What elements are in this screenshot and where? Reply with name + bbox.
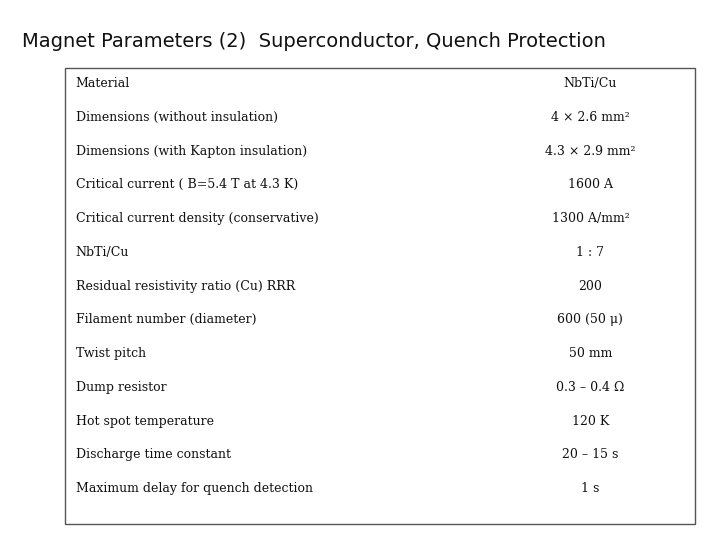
Text: 20 – 15 s: 20 – 15 s	[562, 448, 618, 462]
Text: 200: 200	[578, 280, 603, 293]
FancyBboxPatch shape	[65, 68, 695, 524]
Text: 4 × 2.6 mm²: 4 × 2.6 mm²	[551, 111, 630, 124]
Text: Hot spot temperature: Hot spot temperature	[76, 415, 214, 428]
Text: Dimensions (without insulation): Dimensions (without insulation)	[76, 111, 278, 124]
Text: Residual resistivity ratio (Cu) RRR: Residual resistivity ratio (Cu) RRR	[76, 280, 295, 293]
Text: Critical current ( B=5.4 T at 4.3 K): Critical current ( B=5.4 T at 4.3 K)	[76, 178, 298, 192]
Text: 50 mm: 50 mm	[569, 347, 612, 360]
Text: 1 : 7: 1 : 7	[577, 246, 604, 259]
Text: Magnet Parameters (2)  Superconductor, Quench Protection: Magnet Parameters (2) Superconductor, Qu…	[22, 32, 606, 51]
Text: 1300 A/mm²: 1300 A/mm²	[552, 212, 629, 225]
Text: 4.3 × 2.9 mm²: 4.3 × 2.9 mm²	[545, 145, 636, 158]
Text: 120 K: 120 K	[572, 415, 609, 428]
Text: Twist pitch: Twist pitch	[76, 347, 145, 360]
Text: NbTi/Cu: NbTi/Cu	[564, 77, 617, 90]
Text: 600 (50 μ): 600 (50 μ)	[557, 313, 624, 327]
Text: Filament number (diameter): Filament number (diameter)	[76, 313, 256, 327]
Text: Maximum delay for quench detection: Maximum delay for quench detection	[76, 482, 312, 495]
Text: Dimensions (with Kapton insulation): Dimensions (with Kapton insulation)	[76, 145, 307, 158]
Text: Discharge time constant: Discharge time constant	[76, 448, 230, 462]
Text: 1600 A: 1600 A	[568, 178, 613, 192]
Text: Critical current density (conservative): Critical current density (conservative)	[76, 212, 318, 225]
Text: 1 s: 1 s	[581, 482, 600, 495]
Text: Dump resistor: Dump resistor	[76, 381, 166, 394]
Text: Material: Material	[76, 77, 130, 90]
Text: 0.3 – 0.4 Ω: 0.3 – 0.4 Ω	[557, 381, 624, 394]
Text: NbTi/Cu: NbTi/Cu	[76, 246, 129, 259]
